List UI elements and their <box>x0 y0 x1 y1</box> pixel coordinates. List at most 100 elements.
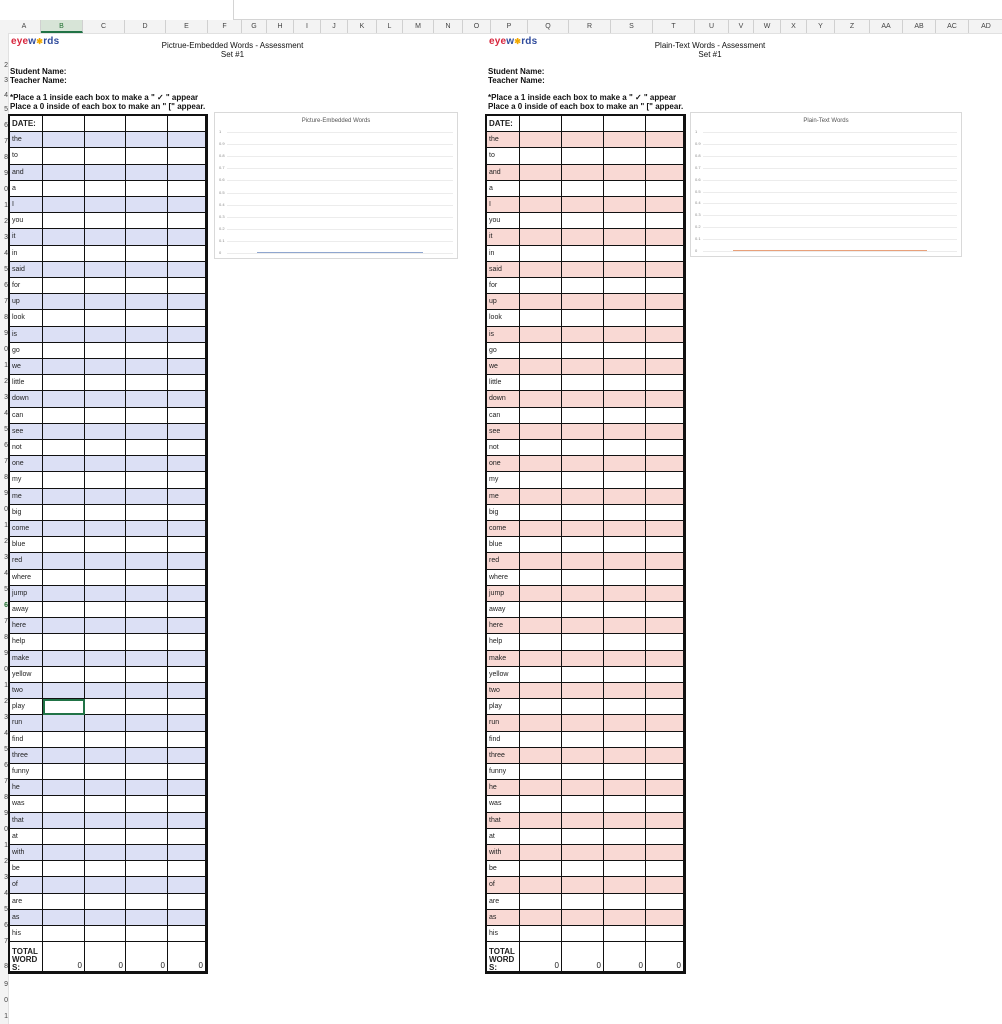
score-input-cell[interactable] <box>646 634 684 651</box>
row-header[interactable]: 3 <box>4 77 8 84</box>
score-input-cell[interactable] <box>646 877 684 894</box>
score-input-cell[interactable] <box>604 504 646 521</box>
score-input-cell[interactable] <box>85 148 126 165</box>
column-header-j[interactable]: J <box>321 20 348 33</box>
score-input-cell[interactable] <box>126 683 168 700</box>
score-input-cell[interactable] <box>43 634 85 651</box>
score-input-cell[interactable] <box>85 747 126 764</box>
column-header-c[interactable]: C <box>83 20 125 33</box>
score-input-cell[interactable] <box>85 245 126 262</box>
column-header-z[interactable]: Z <box>835 20 870 33</box>
score-input-cell[interactable] <box>604 569 646 586</box>
score-input-cell[interactable] <box>85 569 126 586</box>
score-input-cell[interactable] <box>604 391 646 408</box>
score-input-cell[interactable] <box>646 326 684 343</box>
score-input-cell[interactable] <box>126 132 168 149</box>
score-input-cell[interactable] <box>168 602 206 619</box>
score-input-cell[interactable] <box>168 197 206 214</box>
score-input-cell[interactable] <box>562 796 604 813</box>
score-input-cell[interactable] <box>604 229 646 246</box>
column-header-f[interactable]: F <box>208 20 242 33</box>
row-header[interactable]: 9 <box>4 330 8 337</box>
score-input-cell[interactable] <box>85 861 126 878</box>
score-input-cell[interactable] <box>604 472 646 489</box>
score-input-cell[interactable] <box>126 278 168 295</box>
row-header[interactable]: 8 <box>4 963 8 970</box>
score-input-cell[interactable] <box>43 731 85 748</box>
row-header[interactable]: 9 <box>4 810 8 817</box>
score-input-cell[interactable] <box>604 861 646 878</box>
score-input-cell[interactable] <box>604 764 646 781</box>
score-input-cell[interactable] <box>126 812 168 829</box>
score-input-cell[interactable] <box>168 132 206 149</box>
score-input-cell[interactable] <box>562 699 604 716</box>
score-input-cell[interactable] <box>43 197 85 214</box>
column-header-n[interactable]: N <box>434 20 463 33</box>
score-input-cell[interactable] <box>43 926 85 943</box>
score-input-cell[interactable] <box>168 310 206 327</box>
score-input-cell[interactable] <box>604 634 646 651</box>
score-input-cell[interactable] <box>604 602 646 619</box>
score-input-cell[interactable] <box>85 780 126 797</box>
row-header[interactable]: 0 <box>4 826 8 833</box>
score-input-cell[interactable] <box>562 488 604 505</box>
score-input-cell[interactable] <box>168 537 206 554</box>
score-input-cell[interactable] <box>646 391 684 408</box>
row-header[interactable]: 7 <box>4 618 8 625</box>
score-input-cell[interactable] <box>43 148 85 165</box>
score-input-cell[interactable] <box>168 504 206 521</box>
score-input-cell[interactable] <box>43 440 85 457</box>
score-input-cell[interactable] <box>646 666 684 683</box>
score-input-cell[interactable] <box>168 423 206 440</box>
score-input-cell[interactable] <box>85 521 126 538</box>
score-input-cell[interactable] <box>520 294 562 311</box>
score-input-cell[interactable] <box>168 909 206 926</box>
score-input-cell[interactable] <box>562 197 604 214</box>
score-input-cell[interactable] <box>604 618 646 635</box>
row-header[interactable]: 4 <box>4 730 8 737</box>
score-input-cell[interactable] <box>126 893 168 910</box>
score-input-cell[interactable] <box>43 342 85 359</box>
row-header[interactable]: 8 <box>4 794 8 801</box>
score-input-cell[interactable] <box>562 634 604 651</box>
score-input-cell[interactable] <box>646 197 684 214</box>
score-input-cell[interactable] <box>43 666 85 683</box>
score-input-cell[interactable] <box>562 472 604 489</box>
score-input-cell[interactable] <box>126 569 168 586</box>
row-header[interactable]: 3 <box>4 554 8 561</box>
row-header[interactable]: 1 <box>4 362 8 369</box>
score-input-cell[interactable] <box>85 197 126 214</box>
score-input-cell[interactable] <box>43 828 85 845</box>
score-input-cell[interactable] <box>43 909 85 926</box>
score-input-cell[interactable] <box>520 488 562 505</box>
score-input-cell[interactable] <box>604 650 646 667</box>
column-header-y[interactable]: Y <box>807 20 835 33</box>
score-input-cell[interactable] <box>126 148 168 165</box>
score-input-cell[interactable] <box>126 877 168 894</box>
score-input-cell[interactable] <box>646 261 684 278</box>
column-header-t[interactable]: T <box>653 20 695 33</box>
column-header-r[interactable]: R <box>569 20 611 33</box>
score-input-cell[interactable] <box>43 391 85 408</box>
score-input-cell[interactable] <box>646 893 684 910</box>
score-input-cell[interactable] <box>168 715 206 732</box>
score-input-cell[interactable] <box>520 780 562 797</box>
score-input-cell[interactable] <box>85 229 126 246</box>
column-header-h[interactable]: H <box>267 20 294 33</box>
score-input-cell[interactable] <box>126 197 168 214</box>
score-input-cell[interactable] <box>43 407 85 424</box>
score-input-cell[interactable] <box>646 909 684 926</box>
score-input-cell[interactable] <box>562 618 604 635</box>
score-input-cell[interactable] <box>126 456 168 473</box>
score-input-cell[interactable] <box>520 423 562 440</box>
score-input-cell[interactable] <box>168 359 206 376</box>
score-input-cell[interactable] <box>604 213 646 230</box>
score-input-cell[interactable] <box>520 569 562 586</box>
score-input-cell[interactable] <box>562 828 604 845</box>
score-input-cell[interactable] <box>646 278 684 295</box>
score-input-cell[interactable] <box>562 521 604 538</box>
score-input-cell[interactable] <box>126 359 168 376</box>
score-input-cell[interactable] <box>562 715 604 732</box>
row-header[interactable]: 6 <box>4 122 8 129</box>
score-input-cell[interactable] <box>520 747 562 764</box>
